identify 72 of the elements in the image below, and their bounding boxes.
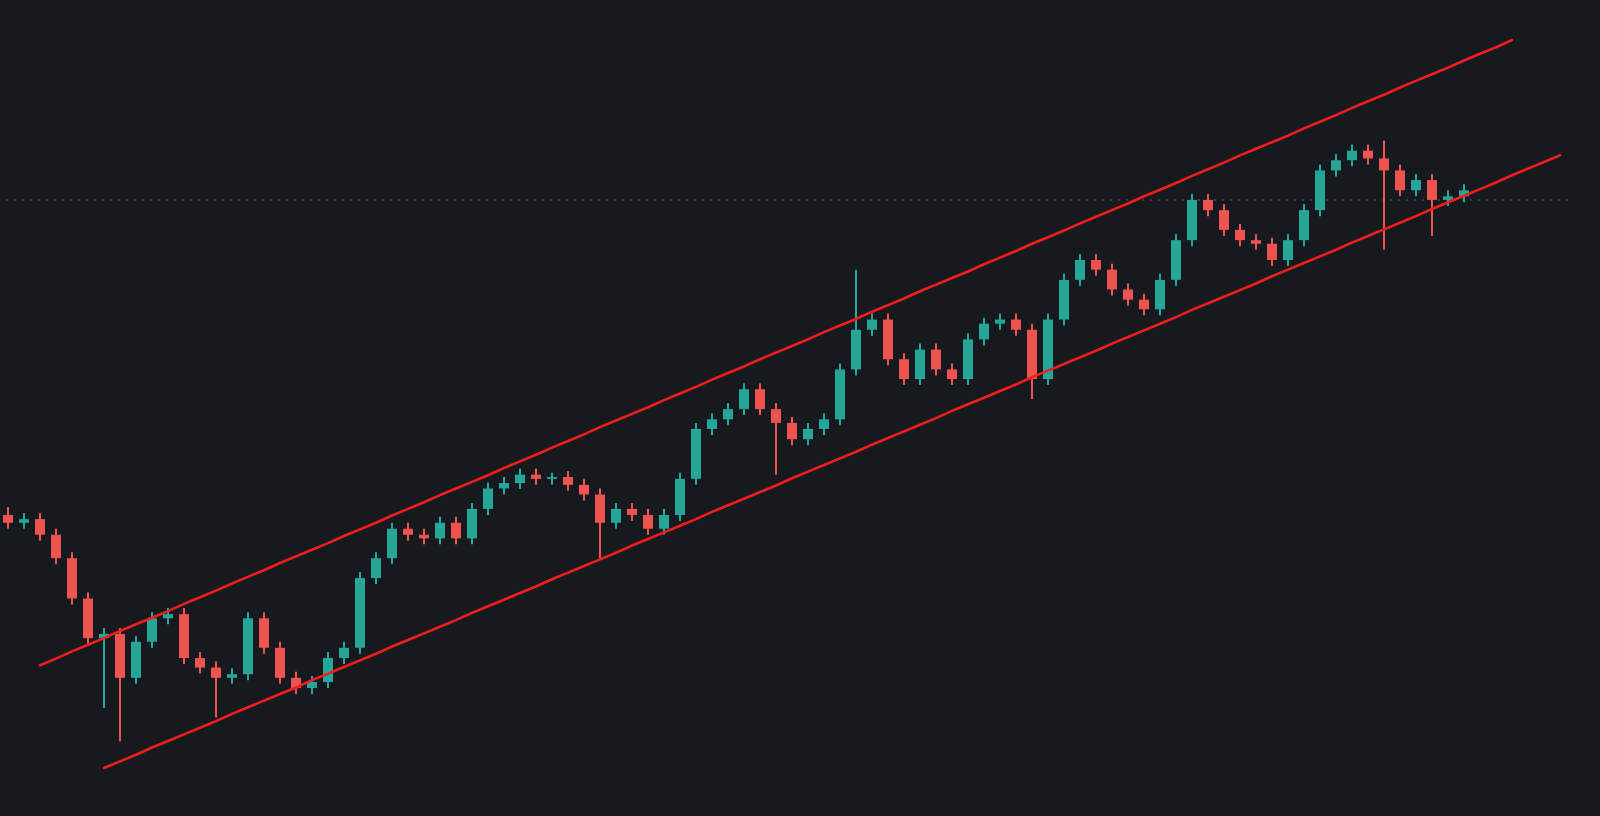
candlestick: [707, 412, 717, 436]
candlestick: [659, 507, 669, 536]
candlestick: [259, 611, 269, 655]
candlestick: [867, 312, 877, 337]
candlestick: [1315, 163, 1325, 218]
candlestick: [771, 402, 781, 476]
candlestick: [1299, 203, 1309, 248]
candlestick: [1331, 153, 1341, 178]
candlestick: [915, 342, 925, 387]
candlestick: [387, 521, 397, 566]
candlestick: [819, 412, 829, 436]
candlestick: [515, 467, 525, 491]
candlestick: [1363, 143, 1373, 166]
candlestick: [883, 312, 893, 367]
candlestick: [67, 551, 77, 606]
candlestick: [1059, 272, 1069, 327]
candlestick: [1395, 163, 1405, 198]
candlestick: [643, 507, 653, 536]
candlestick: [1219, 203, 1229, 237]
candlestick: [1155, 272, 1165, 317]
candlestick: [739, 382, 749, 417]
candlestick: [1187, 192, 1197, 248]
candlestick: [307, 675, 317, 696]
candlestick: [755, 382, 765, 417]
candlestick: [1171, 233, 1181, 287]
candlestick: [1411, 173, 1421, 198]
candlestick: [483, 481, 493, 516]
candlestick: [83, 591, 93, 646]
candlestick: [1091, 253, 1101, 277]
candlestick: [51, 527, 61, 566]
candlestick: [131, 634, 141, 685]
candlestick: [931, 342, 941, 377]
candlestick: [467, 501, 477, 546]
candlestick: [1267, 236, 1277, 268]
candlestick: [963, 332, 973, 387]
candlestick: [1235, 222, 1245, 248]
candlestick: [1379, 139, 1389, 251]
candlestick: [579, 477, 589, 502]
candlestick: [115, 626, 125, 743]
candlestick: [675, 471, 685, 522]
candlestick: [787, 415, 797, 447]
candlestick: [627, 501, 637, 522]
candlestick: [563, 470, 573, 492]
candlestick: [275, 640, 285, 685]
candlestick: [3, 506, 13, 530]
candlestick: [435, 515, 445, 546]
candlestick: [1123, 282, 1133, 307]
candlestick: [1139, 292, 1149, 317]
candlestick: [35, 512, 45, 542]
candlestick: [195, 650, 205, 675]
candlestick: [1203, 192, 1213, 218]
candlestick: [723, 402, 733, 427]
candlestick: [947, 362, 957, 387]
candlestick: [595, 487, 605, 560]
candlestick: [1427, 173, 1437, 237]
candlestick: [1283, 233, 1293, 268]
candlestick: [611, 501, 621, 530]
candlestick: [211, 660, 221, 719]
candlestick: [899, 352, 909, 387]
candlestick: [1107, 262, 1117, 297]
candlestick: [1075, 253, 1085, 287]
candlestick: [371, 551, 381, 586]
candlestick: [451, 515, 461, 546]
candlestick: [147, 611, 157, 649]
candlestick: [403, 521, 413, 542]
candlestick: [1347, 143, 1357, 168]
candlestick: [1011, 312, 1021, 337]
candlestick: [979, 316, 989, 347]
candlestick: [339, 640, 349, 665]
candlestick: [851, 268, 861, 377]
candlestick: [179, 607, 189, 665]
candlestick: [803, 421, 813, 447]
